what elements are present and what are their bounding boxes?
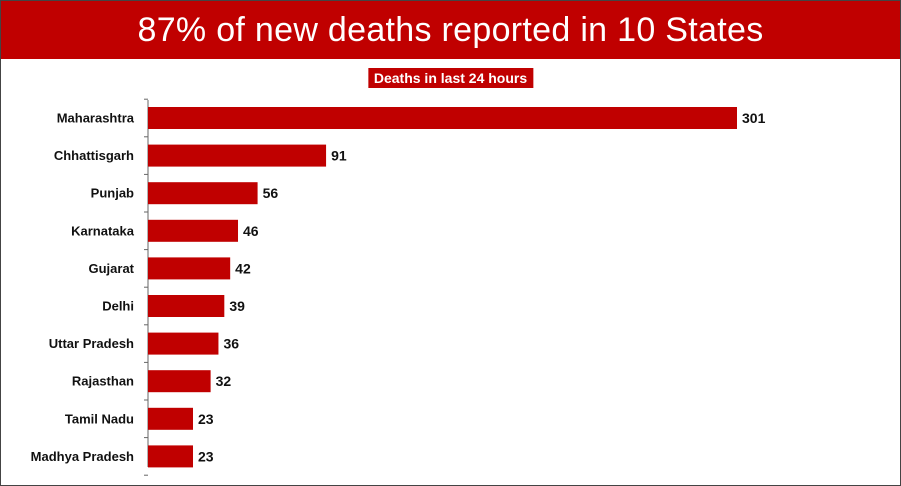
data-label: 32 (216, 373, 232, 389)
data-label: 36 (223, 336, 239, 352)
data-label: 23 (198, 448, 214, 464)
page-title: 87% of new deaths reported in 10 States (1, 1, 900, 59)
data-label: 91 (331, 148, 347, 164)
category-label: Punjab (91, 186, 134, 201)
bar (148, 182, 258, 205)
data-label: 46 (243, 223, 259, 239)
category-label: Uttar Pradesh (49, 336, 134, 351)
data-label: 56 (263, 185, 279, 201)
category-label: Tamil Nadu (65, 411, 134, 426)
data-label: 42 (235, 260, 251, 276)
data-label: 301 (742, 110, 766, 126)
category-label: Chhattisgarh (54, 148, 134, 163)
category-label: Delhi (102, 299, 134, 314)
category-label: Karnataka (71, 223, 135, 238)
data-label: 39 (229, 298, 245, 314)
bar (148, 445, 194, 468)
bar (148, 407, 194, 430)
category-label: Gujarat (88, 261, 134, 276)
bar (148, 107, 737, 129)
bar (148, 295, 225, 317)
bar (148, 144, 327, 167)
bar (148, 257, 231, 280)
category-label: Maharashtra (57, 111, 135, 126)
category-label: Madhya Pradesh (31, 449, 134, 464)
category-label: Rajasthan (72, 374, 134, 389)
data-label: 23 (198, 411, 214, 427)
bar (148, 370, 211, 393)
bar (148, 332, 219, 355)
bar (148, 219, 239, 242)
chart-subtitle-badge: Deaths in last 24 hours (367, 68, 534, 88)
